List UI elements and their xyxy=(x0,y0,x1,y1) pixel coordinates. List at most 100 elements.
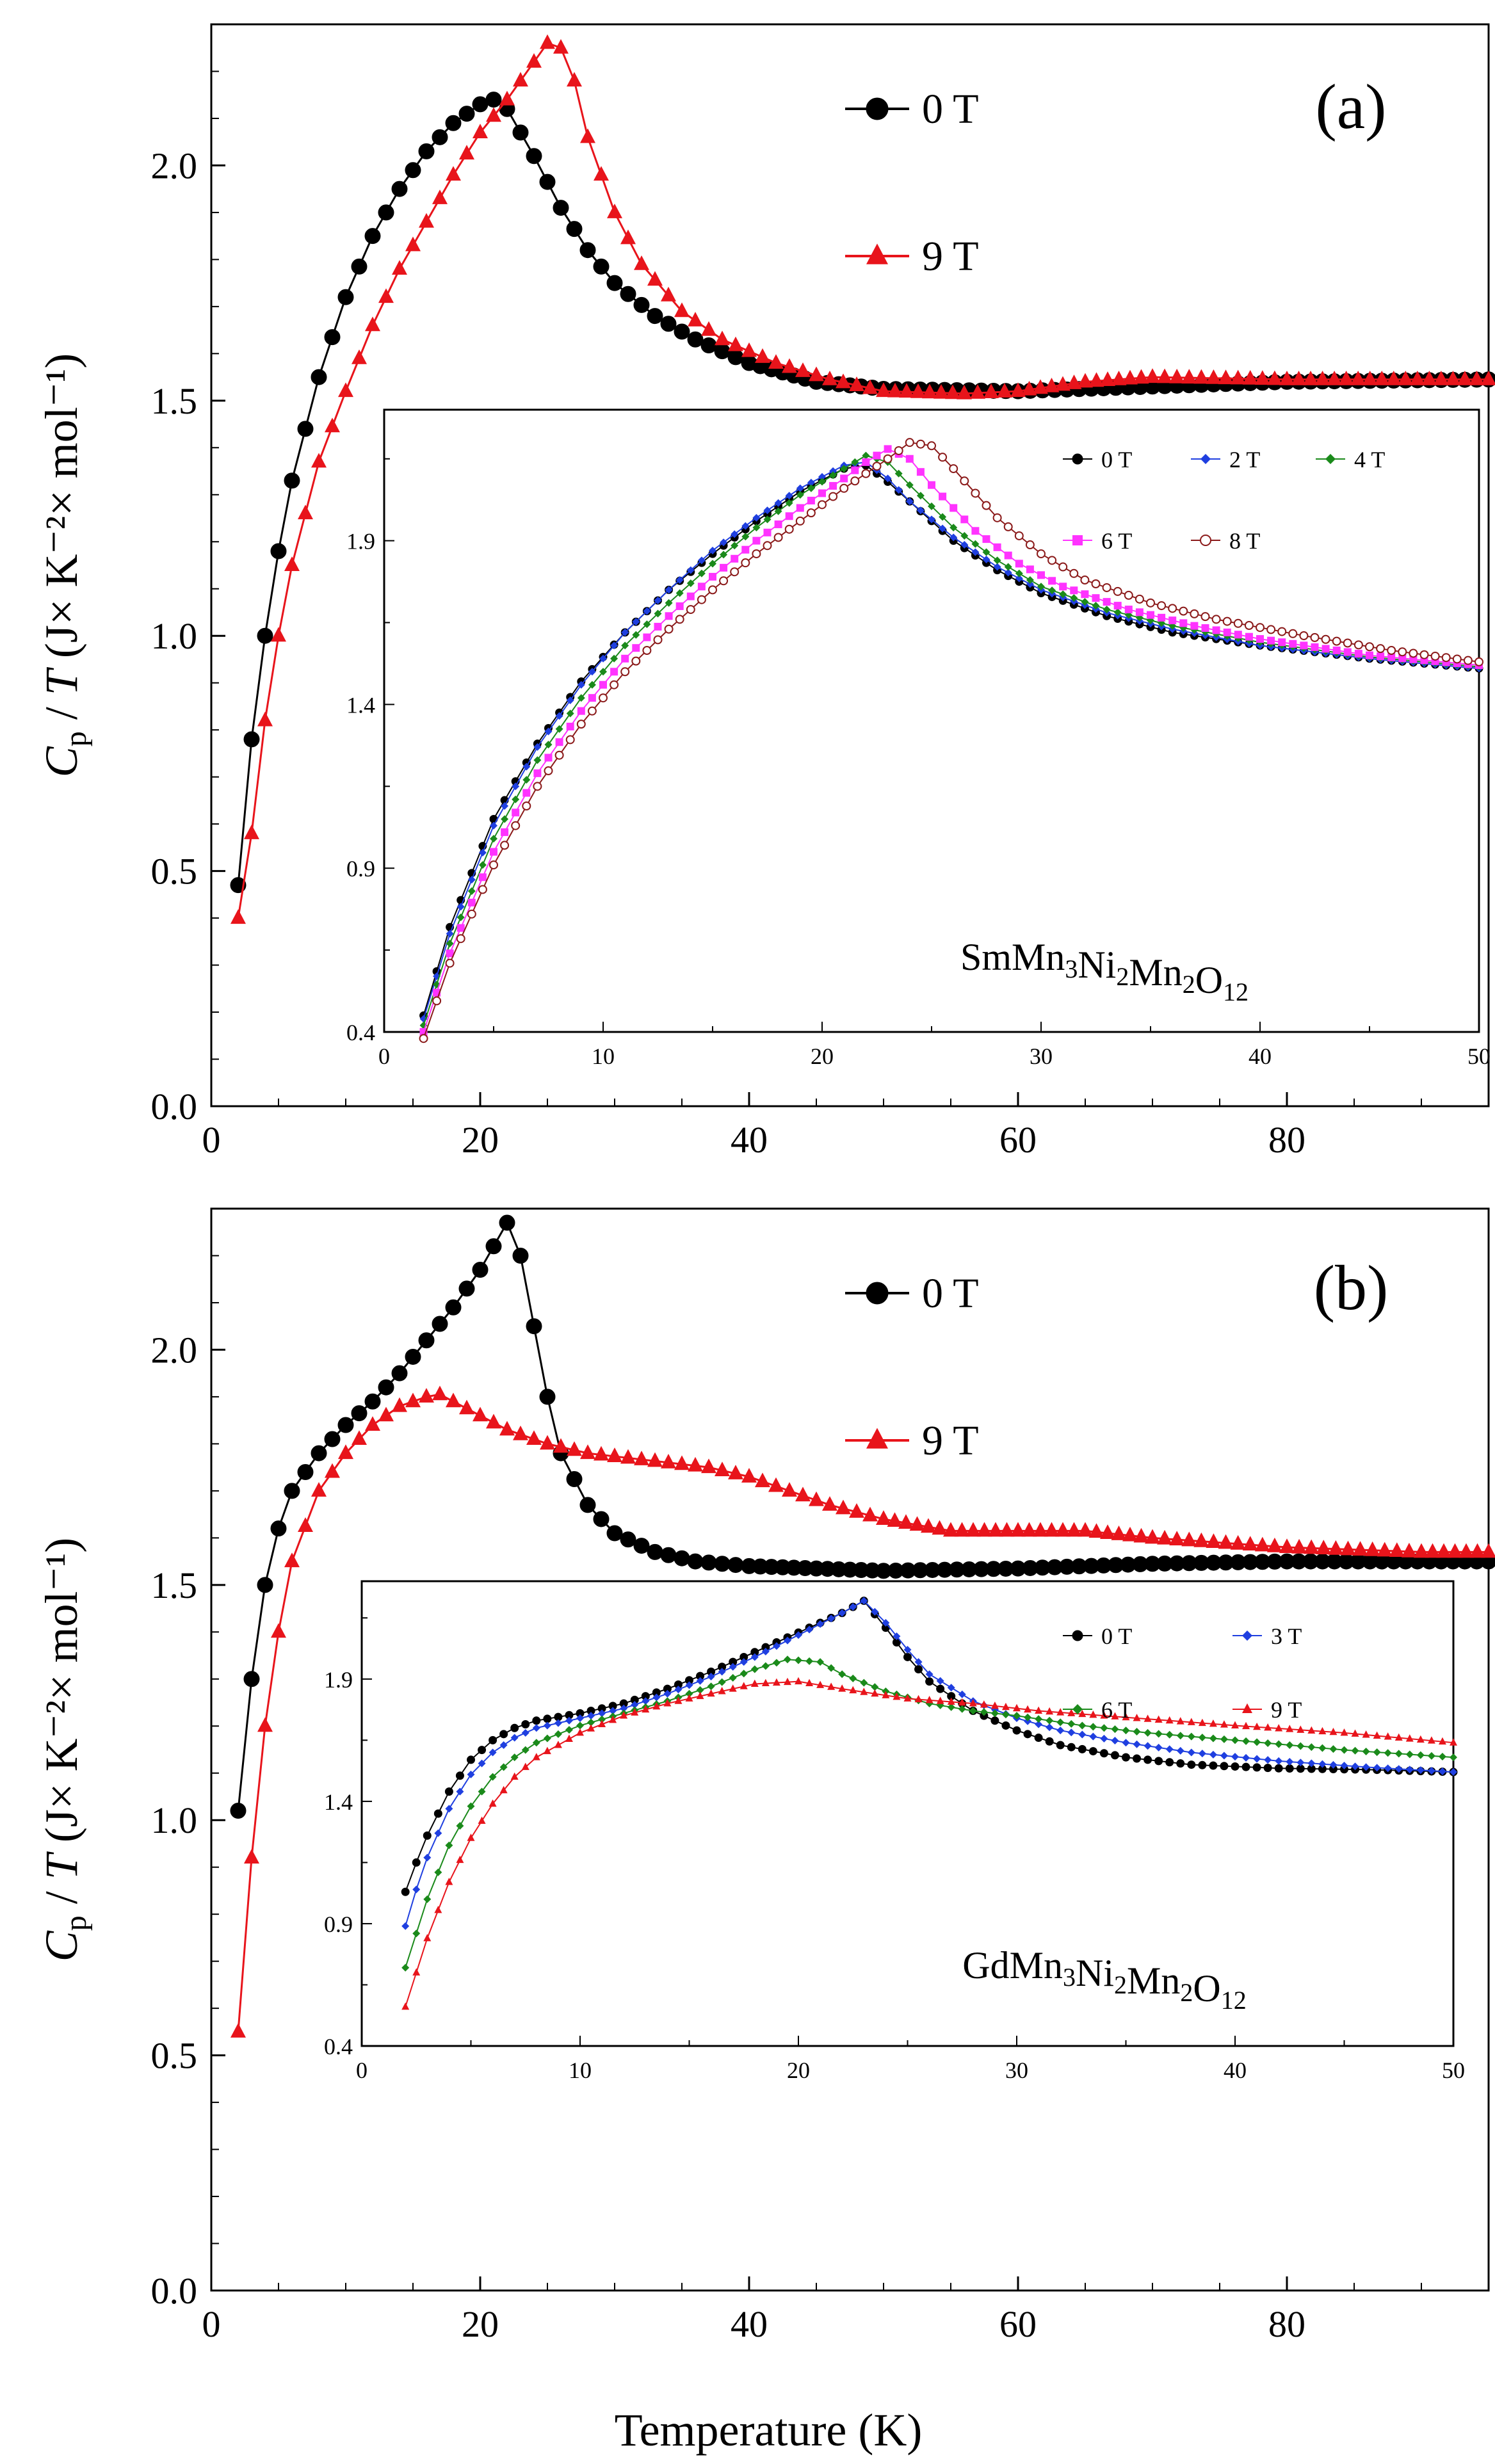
data-point xyxy=(243,1671,260,1687)
data-point xyxy=(729,1673,737,1682)
data-point xyxy=(1081,590,1089,599)
data-point xyxy=(555,738,563,746)
data-point xyxy=(971,488,980,498)
data-point xyxy=(1014,531,1024,540)
data-point xyxy=(1067,1719,1076,1728)
data-point xyxy=(457,903,465,911)
data-point xyxy=(1414,1543,1429,1558)
data-point xyxy=(1135,594,1144,604)
data-point xyxy=(809,366,824,382)
data-point xyxy=(1405,1750,1414,1759)
data-point xyxy=(1046,1723,1054,1732)
data-point xyxy=(1033,379,1048,394)
data-point xyxy=(230,1803,246,1819)
data-point xyxy=(731,542,739,550)
data-point xyxy=(1328,1540,1344,1555)
data-point xyxy=(457,924,465,932)
data-point xyxy=(587,1724,595,1732)
data-point xyxy=(1256,635,1264,643)
data-point xyxy=(905,438,914,447)
data-point xyxy=(364,1393,381,1410)
data-point xyxy=(862,451,870,460)
data-point xyxy=(1078,1709,1087,1718)
data-point xyxy=(1124,606,1133,614)
data-point xyxy=(391,1365,408,1381)
data-point xyxy=(499,1730,508,1739)
data-point xyxy=(818,472,826,481)
data-point xyxy=(905,481,914,489)
data-point xyxy=(1384,1749,1392,1757)
data-point xyxy=(1021,1522,1037,1537)
data-point xyxy=(478,1746,487,1755)
data-point xyxy=(432,189,448,204)
data-point xyxy=(990,1709,999,1718)
data-point xyxy=(1037,571,1045,579)
data-point xyxy=(887,1512,903,1527)
data-point xyxy=(795,1631,802,1639)
data-point xyxy=(876,1510,891,1525)
data-point xyxy=(643,620,651,629)
data-point xyxy=(782,358,797,373)
data-point xyxy=(1154,1757,1163,1766)
series-9t-1 xyxy=(230,1385,1495,2038)
data-point xyxy=(510,1723,519,1732)
data-point xyxy=(1056,1718,1065,1727)
data-point xyxy=(1253,1738,1261,1746)
data-point xyxy=(1026,565,1034,574)
data-point xyxy=(1024,1713,1032,1721)
data-point xyxy=(1037,583,1045,591)
data-point xyxy=(554,1741,562,1748)
formula-part: O xyxy=(1195,959,1223,1001)
data-point xyxy=(532,1739,540,1747)
data-point xyxy=(1254,370,1270,385)
data-point xyxy=(1373,1731,1381,1739)
data-point xyxy=(1035,1715,1043,1723)
data-point xyxy=(910,383,926,398)
inset-legend-label: 6 T xyxy=(1101,528,1132,554)
data-point xyxy=(1253,1722,1261,1730)
data-point xyxy=(1037,549,1046,559)
data-point xyxy=(1427,1767,1435,1775)
data-point xyxy=(1088,1747,1097,1756)
data-point xyxy=(620,1704,628,1712)
data-point xyxy=(700,337,717,353)
data-point xyxy=(755,348,770,363)
data-point xyxy=(510,1734,519,1742)
data-point xyxy=(772,1659,780,1667)
data-point xyxy=(862,379,878,394)
data-point xyxy=(1004,568,1012,577)
data-point xyxy=(795,1656,802,1664)
data-point xyxy=(1100,1524,1115,1539)
data-point xyxy=(1066,1522,1082,1537)
data-point xyxy=(851,458,859,466)
data-point xyxy=(752,536,761,545)
inset-legend-label: 9 T xyxy=(1271,1697,1302,1723)
data-point xyxy=(969,1707,977,1715)
data-point xyxy=(1169,368,1185,383)
data-point xyxy=(1026,580,1034,588)
formula-subscript: 2 xyxy=(1116,962,1129,991)
data-point xyxy=(554,1730,562,1738)
data-point xyxy=(610,668,618,676)
data-point xyxy=(576,1714,584,1722)
data-point xyxy=(707,1682,715,1691)
data-point xyxy=(829,467,837,475)
data-point xyxy=(1176,1759,1185,1768)
data-point xyxy=(818,500,827,510)
formula-part: SmMn xyxy=(960,936,1065,978)
inset-x-tick-label: 50 xyxy=(1442,2057,1465,2083)
data-point xyxy=(805,1657,814,1665)
data-point xyxy=(434,1906,442,1913)
data-point xyxy=(1279,370,1295,385)
inset-legend-marker xyxy=(1242,1703,1252,1713)
data-point xyxy=(499,1763,508,1771)
data-point xyxy=(1394,1733,1403,1741)
data-point xyxy=(565,1734,573,1742)
data-point xyxy=(1425,1543,1441,1558)
data-point xyxy=(284,556,300,571)
data-point xyxy=(750,1679,759,1687)
data-point xyxy=(1013,1712,1021,1720)
data-point xyxy=(647,1452,663,1467)
data-point xyxy=(729,1663,737,1671)
